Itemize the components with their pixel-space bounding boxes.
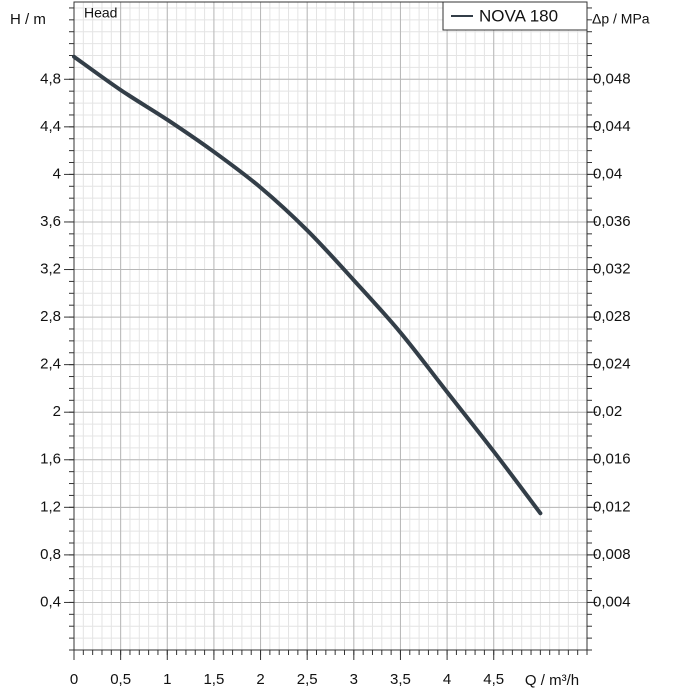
curve [72, 54, 543, 516]
x-tick-label: 2,5 [297, 671, 318, 688]
x-tick-label: 4 [443, 671, 451, 688]
x-tick-label: 0,5 [110, 671, 131, 688]
y-axis-label: H / m [10, 11, 46, 28]
y-tick-label: 1,2 [40, 498, 61, 515]
x-tick-label: 4,5 [483, 671, 504, 688]
y-tick-label: 2,4 [40, 356, 61, 373]
y-tick-label: 3,6 [40, 213, 61, 230]
x-axis-label: Q / m³/h [525, 672, 579, 689]
legend-label: NOVA 180 [479, 6, 558, 25]
x-tick-label: 3 [350, 671, 358, 688]
y-tick-label: 4,4 [40, 118, 61, 135]
y2-tick-label: 0,004 [593, 593, 631, 610]
x-tick-label: 3,5 [390, 671, 411, 688]
y-tick-label: 4 [53, 165, 61, 182]
legend: NOVA 180 [442, 1, 588, 31]
y2-tick-label: 0,048 [593, 70, 631, 87]
x-tick-label: 1,5 [203, 671, 224, 688]
y2-tick-label: 0,02 [593, 403, 622, 420]
axes: 0 0,5 1 1,5 2 2,5 3 3,5 4 4,5 0,4 0,8 1,2 1,6 2 2,4 2,8 3… [40, 1, 631, 688]
y2-tick-label: 0,008 [593, 546, 631, 563]
annotation: Head [84, 5, 117, 21]
y2-tick-label: 0,024 [593, 356, 631, 373]
y2-tick-label: 0,016 [593, 451, 631, 468]
x-tick-label: 0 [70, 671, 78, 688]
y2-tick-label: 0,04 [593, 165, 622, 182]
y2-tick-label: 0,028 [593, 308, 631, 325]
y-tick-label: 0,8 [40, 546, 61, 563]
y2-axis-label: Δp / MPa [592, 11, 650, 27]
y-tick-label: 2 [53, 403, 61, 420]
x-tick-label: 2 [256, 671, 264, 688]
y-tick-label: 2,8 [40, 308, 61, 325]
y2-tick-label: 0,044 [593, 118, 631, 135]
y2-tick-label: 0,036 [593, 213, 631, 230]
y2-tick-label: 0,032 [593, 260, 631, 277]
plot-frame [73, 1, 588, 651]
y-tick-label: 0,4 [40, 593, 61, 610]
y-tick-label: 4,8 [40, 70, 61, 87]
grid [73, 2, 588, 651]
y-tick-label: 3,2 [40, 260, 61, 277]
y2-tick-label: 0,012 [593, 498, 631, 515]
x-tick-label: 1 [163, 671, 171, 688]
plot [72, 54, 543, 516]
y-tick-label: 1,6 [40, 451, 61, 468]
